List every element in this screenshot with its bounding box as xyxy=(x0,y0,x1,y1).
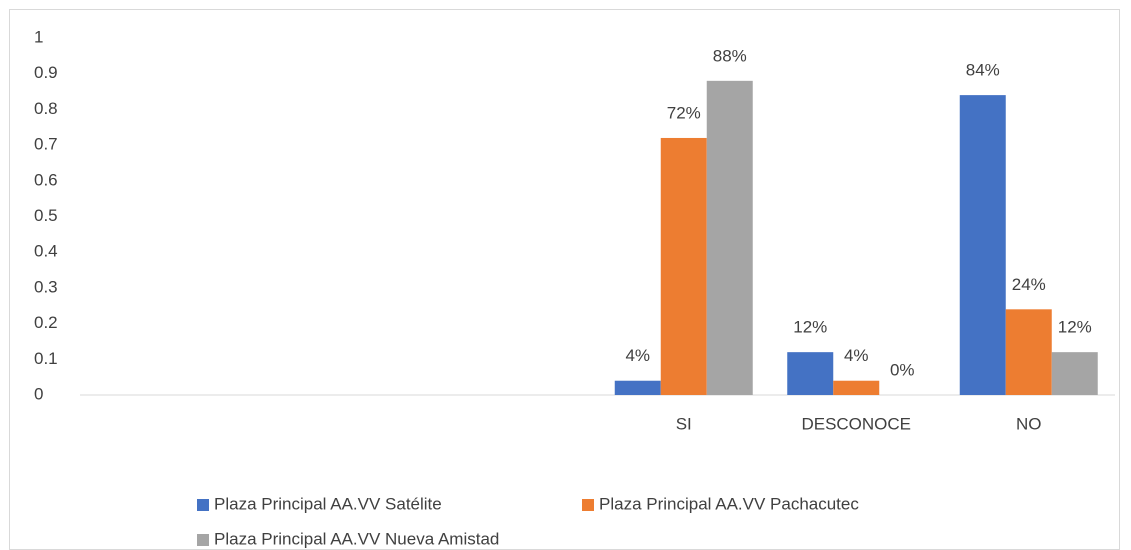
data-label: 12% xyxy=(1058,318,1092,337)
data-label: 12% xyxy=(793,318,827,337)
bar xyxy=(706,80,753,395)
legend-swatch xyxy=(197,499,209,511)
y-tick-label: 0.9 xyxy=(34,63,58,82)
y-tick-label: 1 xyxy=(34,27,43,46)
x-tick-label: DESCONOCE xyxy=(801,414,911,433)
x-tick-label: SI xyxy=(676,414,692,433)
legend-label: Plaza Principal AA.VV Satélite xyxy=(214,494,442,513)
legend-swatch xyxy=(582,499,594,511)
y-tick-label: 0.2 xyxy=(34,313,58,332)
data-label: 84% xyxy=(966,61,1000,80)
data-label: 4% xyxy=(625,346,650,365)
x-tick-label: NO xyxy=(1016,414,1042,433)
chart-border xyxy=(9,9,1120,550)
y-tick-label: 0.5 xyxy=(34,206,58,225)
bar xyxy=(614,380,661,395)
y-tick-label: 0.6 xyxy=(34,170,58,189)
bar xyxy=(833,380,880,395)
legend-swatch xyxy=(197,534,209,546)
y-tick-label: 0.3 xyxy=(34,277,58,296)
y-tick-label: 0.7 xyxy=(34,135,58,154)
legend-label: Plaza Principal AA.VV Pachacutec xyxy=(599,494,859,513)
y-tick-label: 0.8 xyxy=(34,99,58,118)
bar xyxy=(1005,309,1052,395)
y-tick-label: 0 xyxy=(34,384,43,403)
legend-label: Plaza Principal AA.VV Nueva Amistad xyxy=(214,529,499,548)
data-label: 24% xyxy=(1012,275,1046,294)
data-label: 0% xyxy=(890,360,915,379)
bar xyxy=(787,352,834,395)
bar xyxy=(959,95,1006,396)
bar xyxy=(660,137,707,395)
y-tick-label: 0.1 xyxy=(34,349,58,368)
data-label: 72% xyxy=(667,103,701,122)
bar xyxy=(1051,352,1098,395)
data-label: 4% xyxy=(844,346,869,365)
y-tick-label: 0.4 xyxy=(34,242,58,261)
data-label: 88% xyxy=(713,46,747,65)
